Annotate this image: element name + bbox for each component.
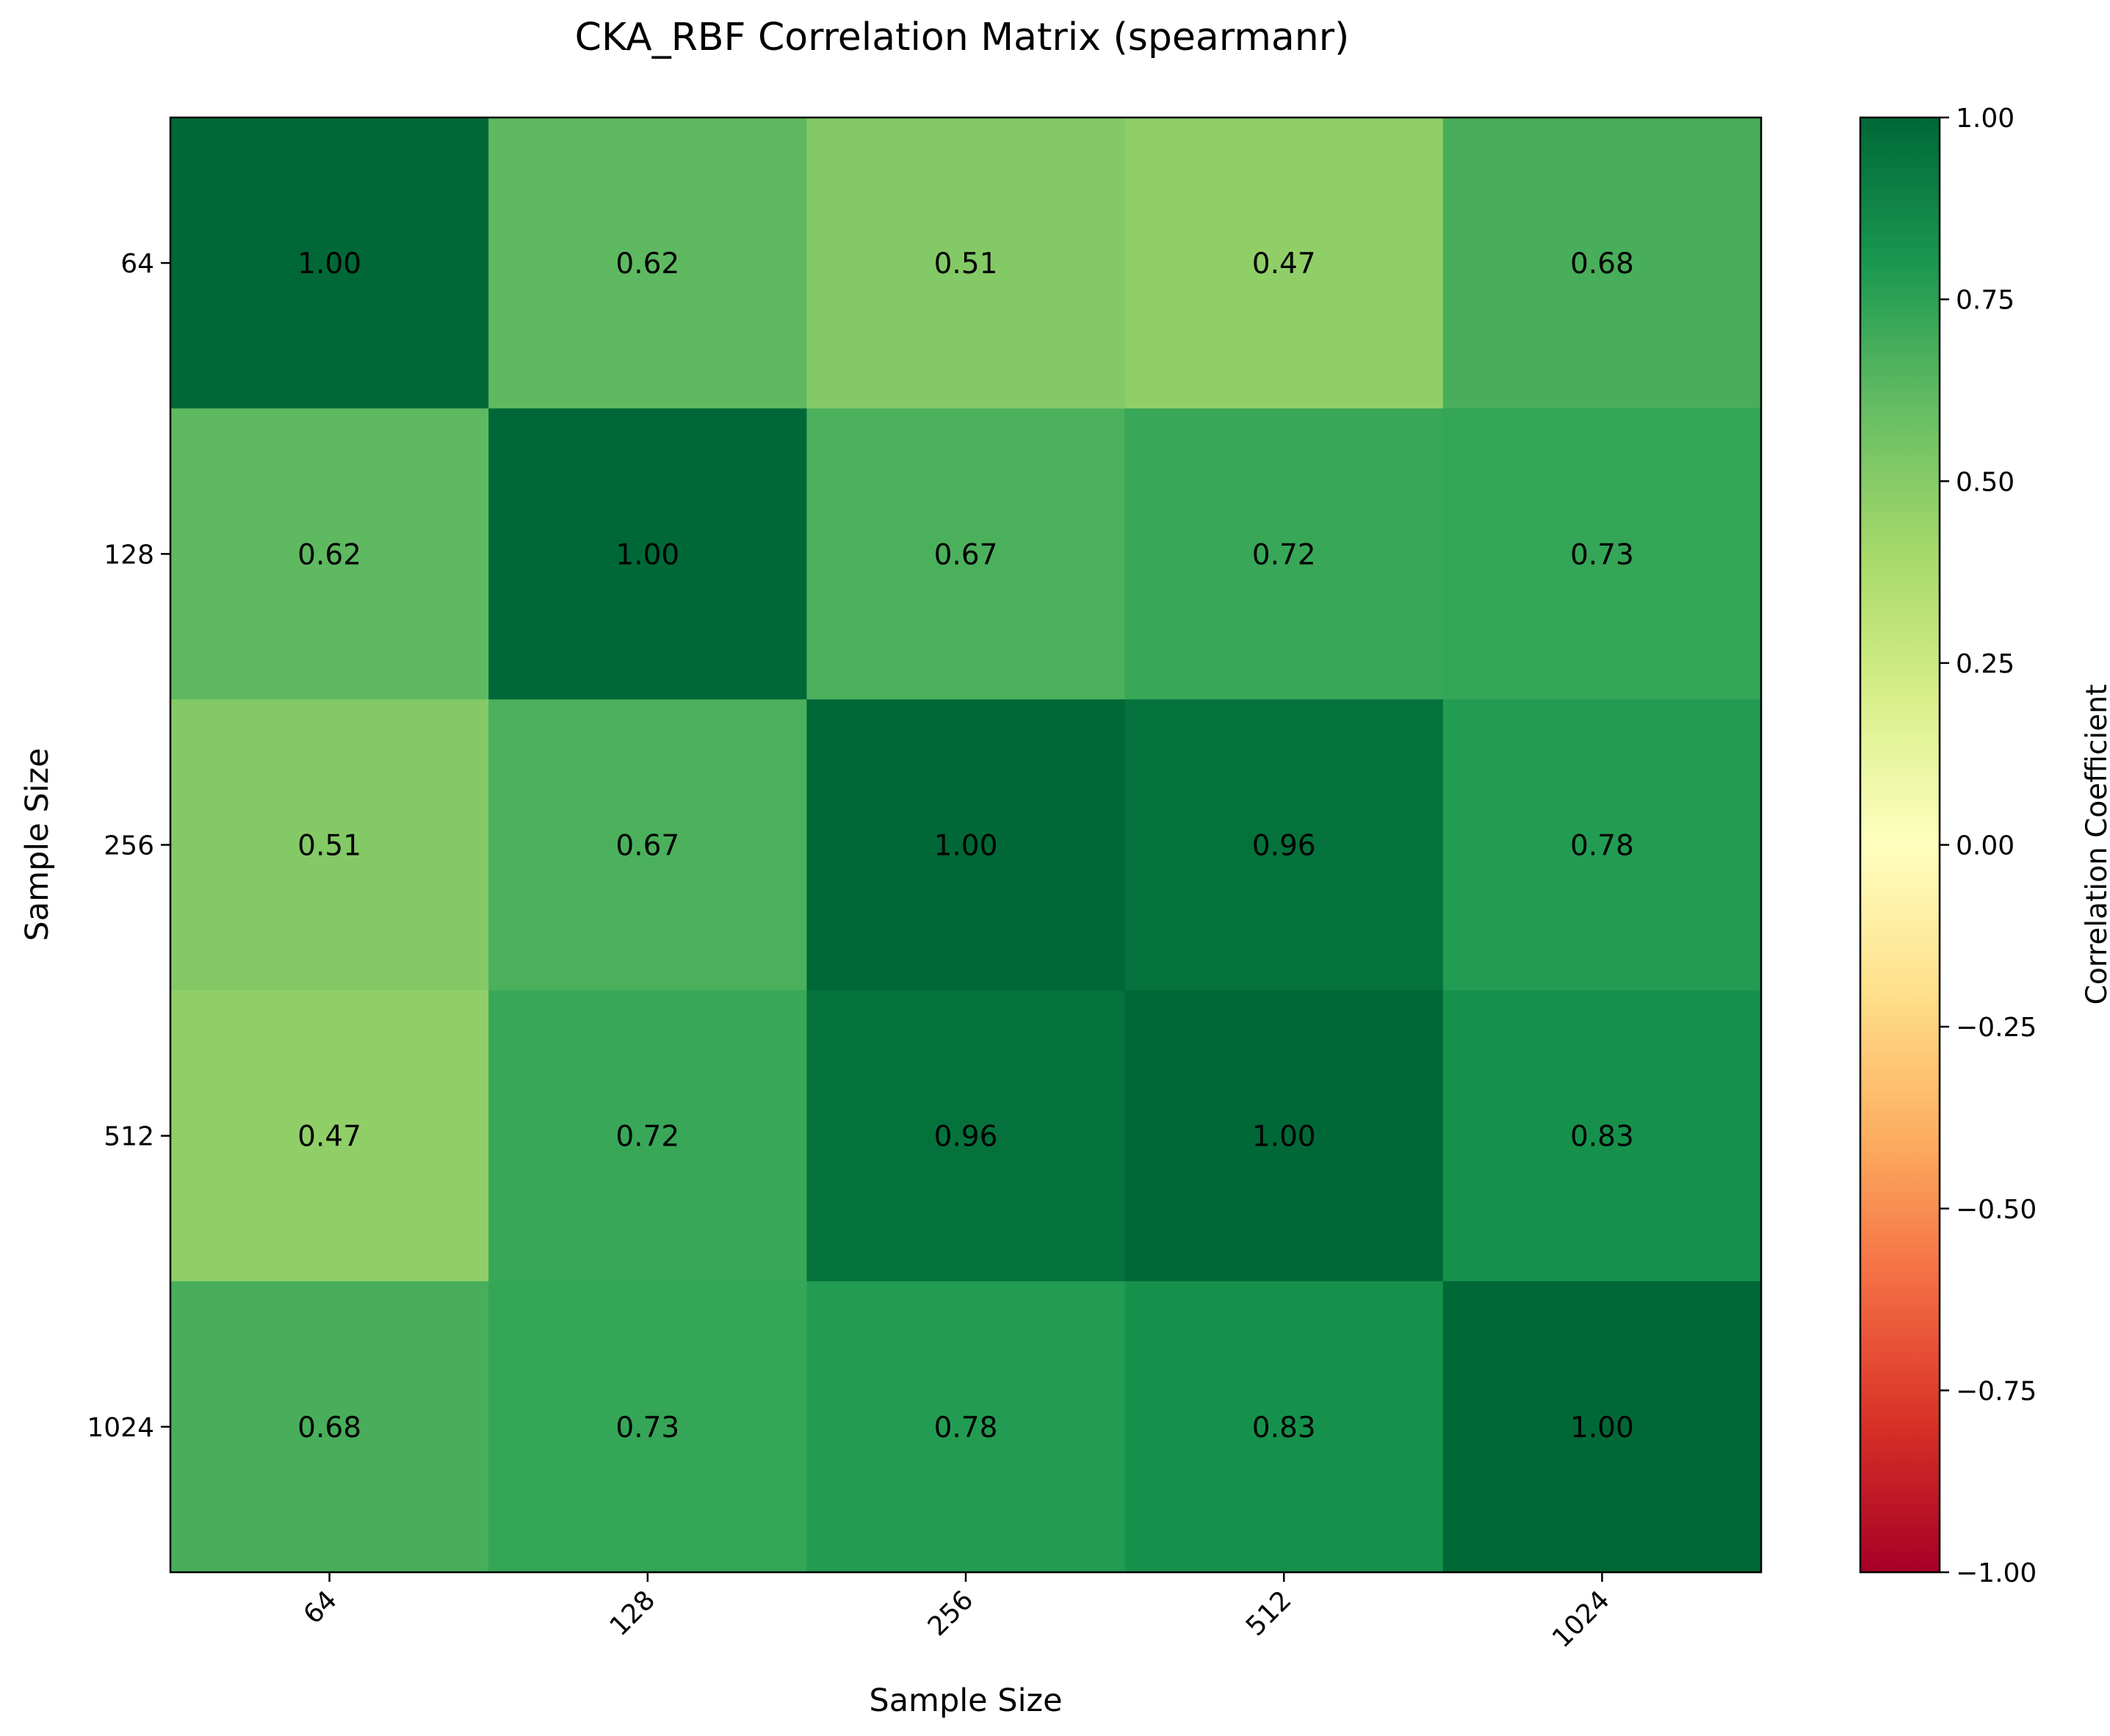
cell-value-label-r0-c3: 0.47: [1252, 247, 1316, 281]
y-tick-label: 128: [104, 540, 154, 570]
cell-value-label-r4-c4: 1.00: [1570, 1411, 1634, 1444]
cell-value-label-r2-c2: 1.00: [934, 830, 998, 863]
heatmap-cell-r0-c0: [170, 117, 489, 409]
x-axis-label: Sample Size: [869, 1682, 1062, 1719]
colorbar-tick-label: 1.00: [1956, 104, 2015, 134]
cell-value-label-r3-c4: 0.83: [1570, 1121, 1634, 1154]
heatmap-cell-r4-c1: [488, 1281, 807, 1573]
cell-value-label-r1-c4: 0.73: [1570, 538, 1634, 571]
y-tick-label: 512: [104, 1122, 154, 1152]
colorbar-tick-label: −0.50: [1956, 1195, 2037, 1225]
heatmap-cell-r4-c3: [1124, 1281, 1444, 1573]
cell-value-label-r3-c0: 0.47: [297, 1121, 361, 1154]
heatmap-cell-r2-c1: [488, 699, 807, 991]
y-axis-ticks: 64 128 256 512 1024: [87, 249, 170, 1443]
heatmap-cell-r3-c4: [1442, 990, 1762, 1282]
y-tick-label: 256: [104, 831, 154, 861]
colorbar-tick-label: 0.00: [1956, 831, 2015, 861]
cell-value-label-r2-c1: 0.67: [615, 830, 679, 863]
y-axis-label: Sample Size: [19, 748, 56, 941]
x-tick-label: 1024: [1547, 1585, 1616, 1654]
x-tick-label: 64: [298, 1585, 343, 1630]
colorbar-label: Correlation Coefficient: [2081, 684, 2110, 1005]
heatmap-cell-r2-c3: [1124, 699, 1444, 991]
y-tick-label: 1024: [87, 1413, 154, 1443]
colorbar-tick-label: 0.75: [1956, 286, 2015, 316]
colorbar-tick-label: −0.25: [1956, 1013, 2037, 1043]
heatmap-cell-labels: 1.00 0.62 0.51 0.47 0.68 0.62 1.00 0.67 0.72 0.73…: [297, 247, 1634, 1444]
heatmap-cell-r1-c2: [806, 408, 1126, 700]
heatmap-cell-r2-c4: [1442, 699, 1762, 991]
cell-value-label-r4-c3: 0.83: [1252, 1411, 1316, 1444]
heatmap-cell-r0-c2: [806, 117, 1126, 409]
heatmap-cell-r0-c1: [488, 117, 807, 409]
cell-value-label-r3-c2: 0.96: [934, 1121, 998, 1154]
cell-value-label-r1-c3: 0.72: [1252, 538, 1316, 571]
cell-value-label-r0-c4: 0.68: [1570, 247, 1634, 281]
cell-value-label-r4-c0: 0.68: [297, 1411, 361, 1444]
cell-value-label-r3-c3: 1.00: [1252, 1121, 1316, 1154]
colorbar-tick-label: −1.00: [1956, 1558, 2037, 1588]
heatmap-cell-r3-c0: [170, 990, 489, 1282]
cell-value-label-r2-c4: 0.78: [1570, 830, 1634, 863]
heatmap-cell-r2-c0: [170, 699, 489, 991]
cell-value-label-r0-c1: 0.62: [615, 247, 679, 281]
cell-value-label-r1-c0: 0.62: [297, 538, 361, 571]
heatmap-cell-r4-c4: [1442, 1281, 1762, 1573]
heatmap-cell-r0-c3: [1124, 117, 1444, 409]
heatmap-cell-r3-c2: [806, 990, 1126, 1282]
heatmap-cell-r4-c0: [170, 1281, 489, 1573]
x-tick-label: 512: [1240, 1585, 1298, 1642]
y-tick-label: 64: [120, 249, 154, 279]
colorbar-tick-label: 0.25: [1956, 649, 2015, 679]
colorbar-tick-label: 0.50: [1956, 467, 2015, 497]
cell-value-label-r3-c1: 0.72: [615, 1121, 679, 1154]
cell-value-label-r1-c2: 0.67: [934, 538, 998, 571]
heatmap-cell-r1-c1: [488, 408, 807, 700]
chart-title: CKA_RBF Correlation Matrix (spearmanr): [575, 15, 1350, 59]
colorbar-tick-label: −0.75: [1956, 1376, 2037, 1406]
x-tick-label: 256: [922, 1585, 980, 1642]
heatmap-cell-r1-c4: [1442, 408, 1762, 700]
heatmap-cell-r2-c2: [806, 699, 1126, 991]
heatmap-cell-r1-c3: [1124, 408, 1444, 700]
cell-value-label-r0-c2: 0.51: [934, 247, 998, 281]
cell-value-label-r2-c0: 0.51: [297, 830, 361, 863]
heatmap-cell-r3-c3: [1124, 990, 1444, 1282]
heatmap-cell-r3-c1: [488, 990, 807, 1282]
cell-value-label-r1-c1: 1.00: [615, 538, 679, 571]
cell-value-label-r2-c3: 0.96: [1252, 830, 1316, 863]
cell-value-label-r4-c2: 0.78: [934, 1411, 998, 1444]
cell-value-label-r4-c1: 0.73: [615, 1411, 679, 1444]
cell-value-label-r0-c0: 1.00: [297, 247, 361, 281]
heatmap-cell-r1-c0: [170, 408, 489, 700]
colorbar-ticks: 1.00 0.75 0.50 0.25 0.00 −0.25 −0.50 −0.75 −1.00: [1940, 104, 2037, 1588]
heatmap-cells: [170, 117, 1762, 1573]
colorbar: [1859, 116, 1941, 1574]
x-axis-ticks: 64 128 256 512 1024: [298, 1572, 1616, 1654]
heatmap-cell-r4-c2: [806, 1281, 1126, 1573]
heatmap-cell-r0-c4: [1442, 117, 1762, 409]
x-tick-label: 128: [604, 1585, 662, 1642]
